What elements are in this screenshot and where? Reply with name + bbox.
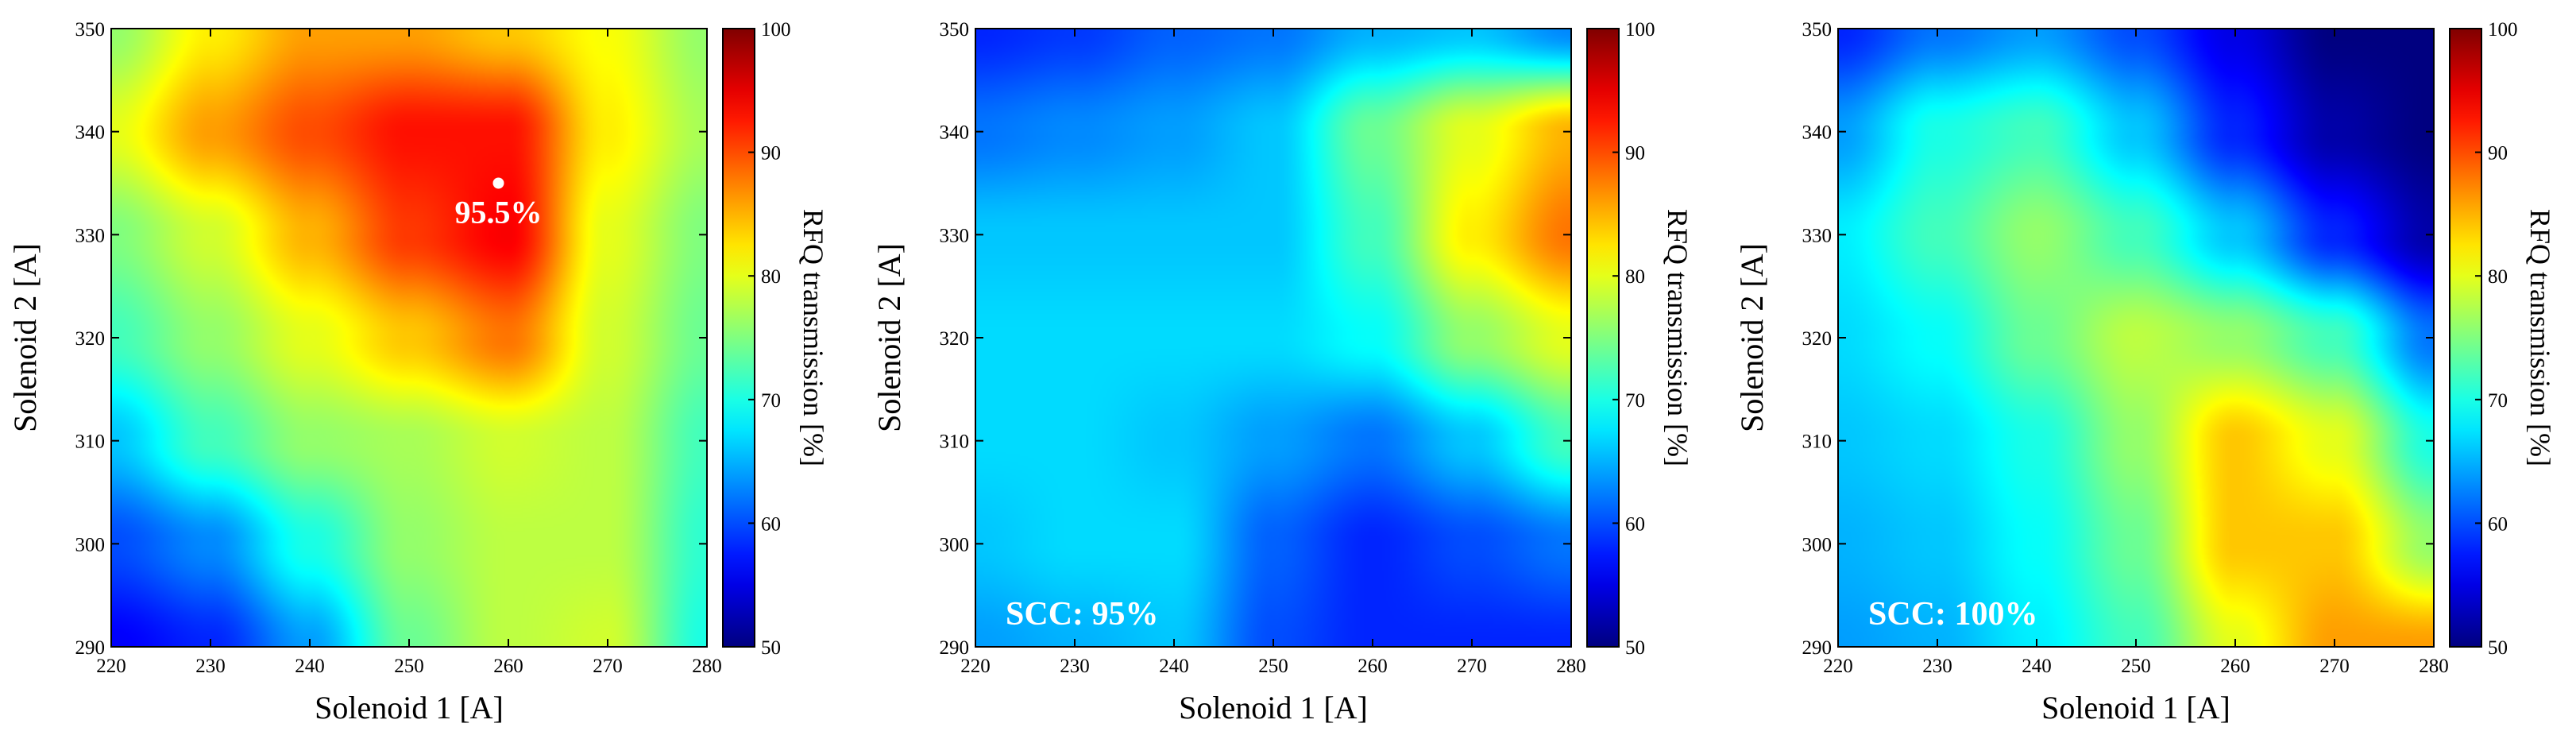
x-tick-label: 230 (195, 656, 226, 677)
x-tick-label: 220 (1823, 656, 1853, 677)
colorbar-tick-label: 60 (2488, 513, 2508, 535)
y-tick-label: 310 (1802, 431, 1833, 453)
x-tick-label: 220 (960, 656, 991, 677)
x-tick-label: 250 (2121, 656, 2151, 677)
scc-annotation: SCC: 95% (1006, 596, 1159, 633)
colorbar-tick-label: 80 (2488, 266, 2508, 288)
x-tick-label: 240 (295, 656, 325, 677)
max-transmission-marker (492, 177, 504, 189)
heatmap-image (111, 29, 707, 647)
y-axis-label: Solenoid 2 [A] (1734, 243, 1770, 432)
y-tick-label: 310 (75, 431, 106, 453)
y-tick-label: 290 (940, 637, 970, 659)
heatmap-image (1838, 29, 2434, 647)
colorbar-tick-label: 100 (1625, 19, 1655, 41)
panel-3: 220 230 240 250 260 270 280 290 300 310 320 330 340 3… (1734, 19, 2556, 725)
y-tick-label: 340 (75, 122, 106, 144)
colorbar-label: RFQ transmission [%] (798, 209, 829, 466)
y-axis-label: Solenoid 2 [A] (7, 243, 43, 432)
x-tick-label: 260 (1358, 656, 1388, 677)
x-tick-label: 270 (593, 656, 623, 677)
y-tick-label: 300 (75, 534, 106, 555)
heatmap-image (975, 29, 1571, 647)
x-tick-label: 220 (96, 656, 126, 677)
max-transmission-label: 95.5% (455, 195, 543, 230)
scc-annotation: SCC: 100% (1868, 596, 2038, 633)
colorbar-tick-label: 70 (761, 390, 781, 412)
x-tick-label: 270 (1457, 656, 1487, 677)
y-tick-label: 320 (75, 328, 106, 350)
colorbar-label: RFQ transmission [%] (1662, 209, 1694, 466)
colorbar (1586, 28, 1620, 648)
y-tick-label: 290 (1802, 637, 1833, 659)
panel-1: 220 230 240 250 260 270 280 290 300 310 320 330 340 3… (7, 19, 829, 725)
colorbar-tick-label: 90 (2488, 143, 2508, 164)
y-tick-label: 330 (75, 225, 106, 246)
colorbar-tick-label: 100 (761, 19, 791, 41)
x-tick-label: 260 (2220, 656, 2250, 677)
colorbar-tick-label: 70 (1625, 390, 1645, 412)
y-tick-label: 290 (75, 637, 106, 659)
colorbar-tick-label: 50 (761, 637, 781, 659)
colorbar-tick-label: 60 (761, 513, 781, 535)
colorbar-tick-label: 50 (1625, 637, 1645, 659)
x-axis-label: Solenoid 1 [A] (315, 690, 504, 725)
y-tick-label: 340 (1802, 122, 1833, 144)
x-tick-label: 250 (1258, 656, 1288, 677)
colorbar-tick-label: 50 (2488, 637, 2508, 659)
y-tick-label: 350 (1802, 19, 1833, 41)
x-tick-label: 230 (1060, 656, 1090, 677)
colorbar-tick-label: 80 (761, 266, 781, 288)
colorbar-tick-label: 80 (1625, 266, 1645, 288)
y-tick-label: 350 (940, 19, 970, 41)
y-tick-label: 300 (1802, 534, 1833, 555)
x-tick-label: 230 (1922, 656, 1952, 677)
x-tick-label: 260 (493, 656, 523, 677)
colorbar (722, 28, 755, 648)
x-tick-label: 250 (394, 656, 424, 677)
colorbar-tick-label: 70 (2488, 390, 2508, 412)
y-tick-label: 330 (940, 225, 970, 246)
colorbar-tick-label: 100 (2488, 19, 2518, 41)
colorbar-tick-label: 90 (1625, 143, 1645, 164)
x-axis-label: Solenoid 1 [A] (1179, 690, 1368, 725)
colorbar-label: RFQ transmission [%] (2524, 209, 2556, 466)
x-tick-label: 240 (2022, 656, 2052, 677)
y-tick-label: 340 (940, 122, 970, 144)
x-tick-label: 280 (692, 656, 722, 677)
x-tick-label: 240 (1159, 656, 1189, 677)
x-tick-label: 280 (2419, 656, 2449, 677)
x-tick-label: 270 (2319, 656, 2350, 677)
y-axis-label: Solenoid 2 [A] (871, 243, 907, 432)
y-tick-label: 310 (940, 431, 970, 453)
y-tick-label: 320 (1802, 328, 1833, 350)
colorbar (2449, 28, 2482, 648)
colorbar-tick-label: 60 (1625, 513, 1645, 535)
y-tick-label: 320 (940, 328, 970, 350)
y-tick-label: 350 (75, 19, 106, 41)
y-tick-label: 300 (940, 534, 970, 555)
colorbar-tick-label: 90 (761, 143, 781, 164)
x-tick-label: 280 (1556, 656, 1586, 677)
x-axis-label: Solenoid 1 [A] (2041, 690, 2230, 725)
panel-2: 220 230 240 250 260 270 280 290 300 310 320 330 340 3… (871, 19, 1694, 725)
y-tick-label: 330 (1802, 225, 1833, 246)
